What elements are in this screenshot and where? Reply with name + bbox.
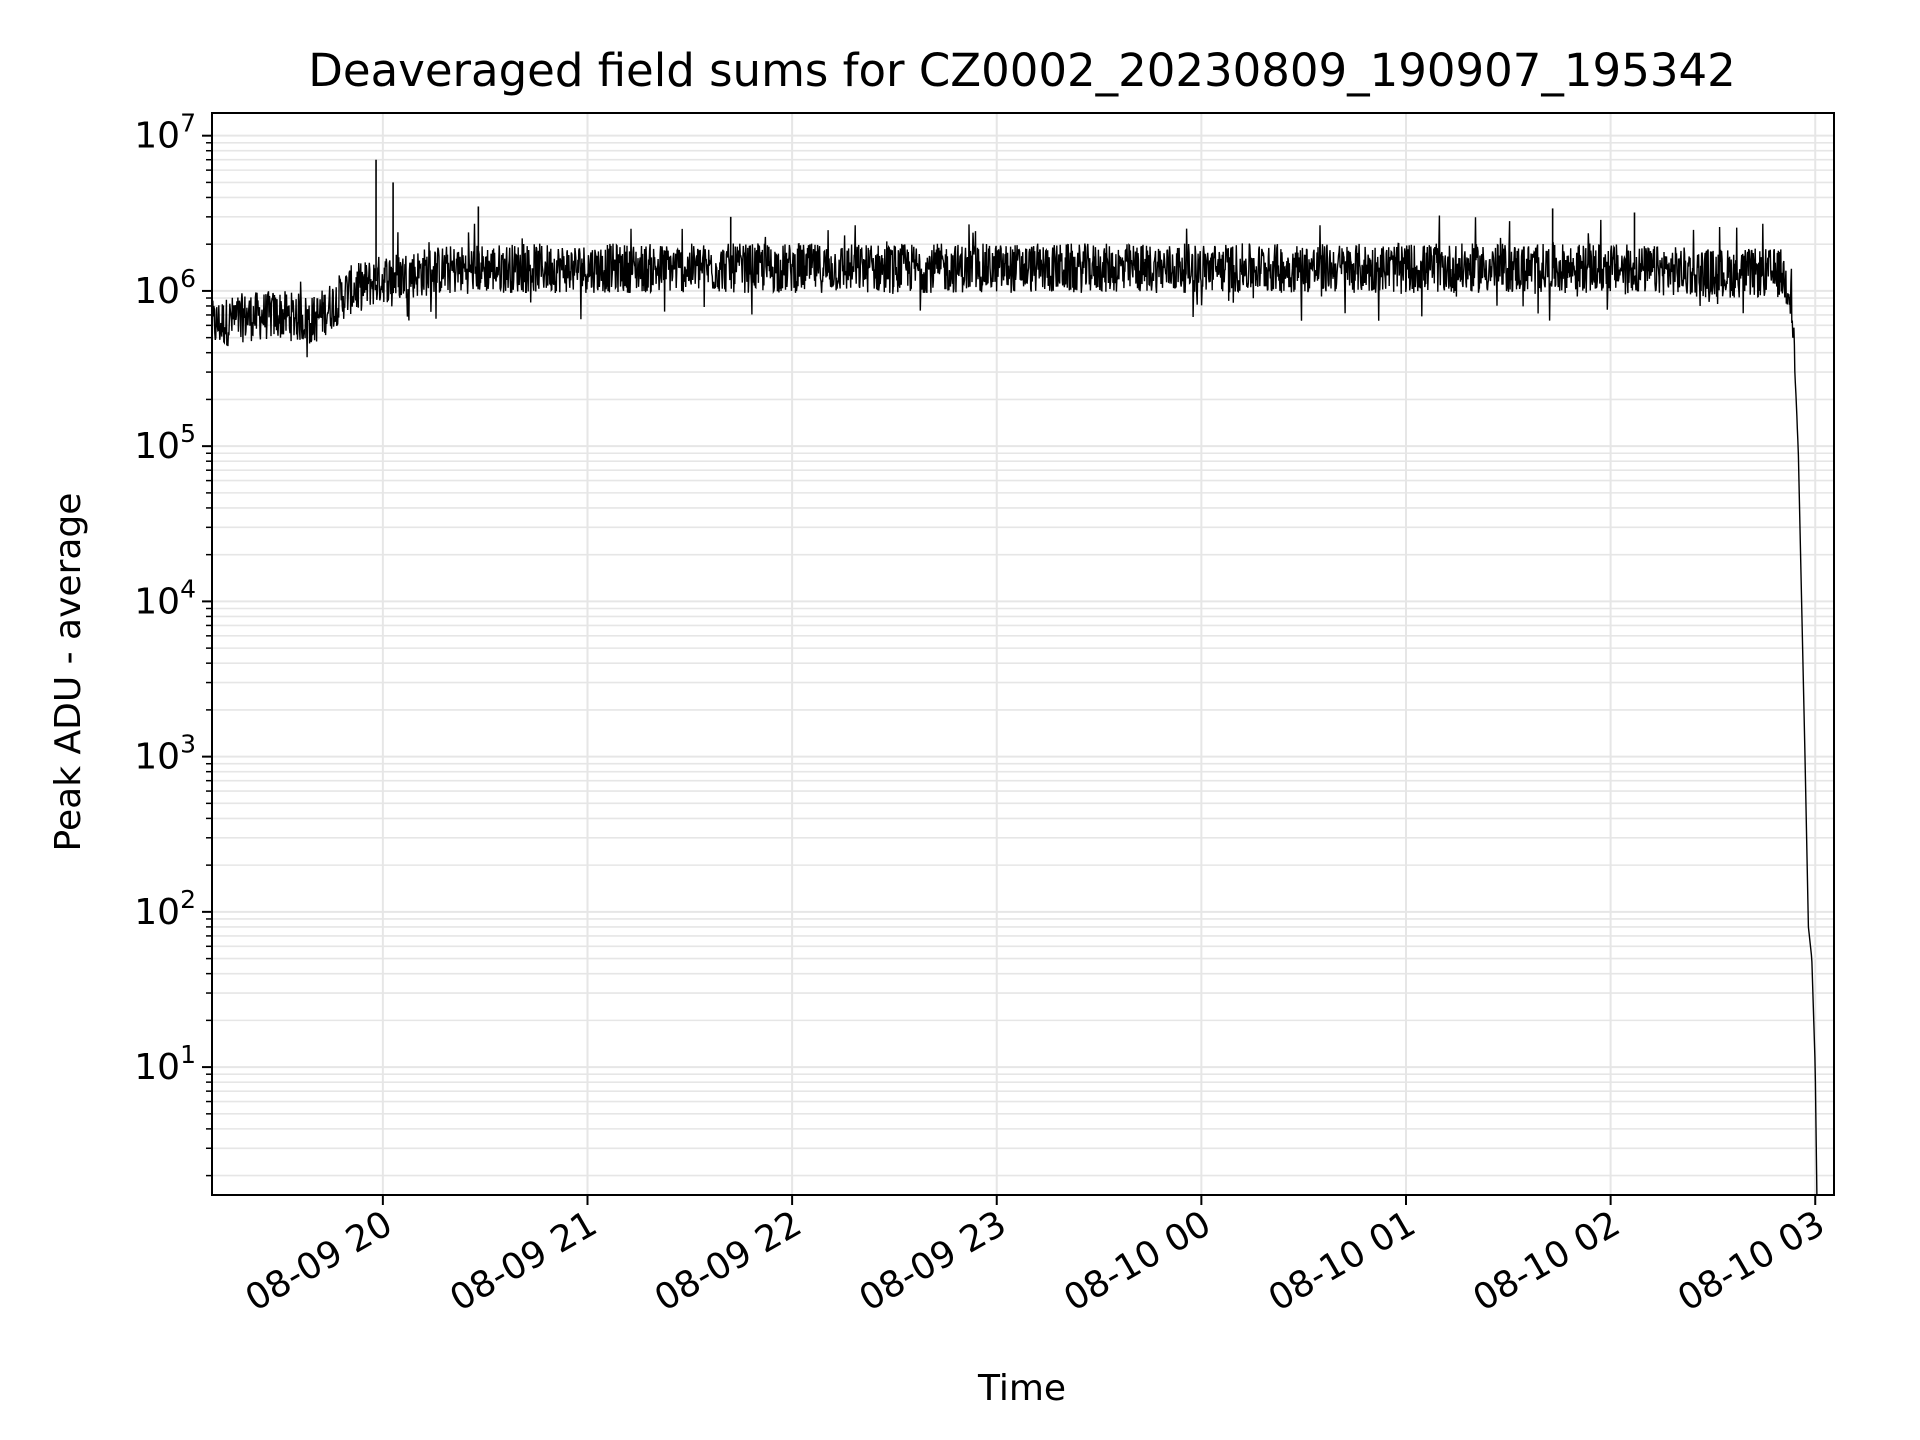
x-tick-label: 08-10 02	[1466, 1203, 1627, 1319]
y-tick-label: 107	[134, 109, 196, 157]
chart-title: Deaveraged field sums for CZ0002_2023080…	[308, 44, 1735, 97]
y-axis-label: Peak ADU - average	[48, 493, 89, 852]
x-tick-label: 08-10 03	[1671, 1203, 1832, 1319]
x-tick-label: 08-09 22	[648, 1203, 809, 1319]
y-tick-label: 101	[134, 1040, 196, 1088]
y-tick-label: 105	[134, 419, 196, 467]
plot-area-frame	[211, 112, 1835, 1196]
x-tick-label: 08-09 23	[853, 1203, 1014, 1319]
y-tick-label: 103	[134, 730, 196, 778]
x-axis-label: Time	[977, 1368, 1066, 1409]
y-tick-label: 102	[134, 885, 196, 933]
series-path	[211, 215, 1818, 1196]
grid-lines	[212, 113, 1834, 1195]
x-tick-label: 08-09 21	[443, 1203, 604, 1319]
x-tick-label: 08-09 20	[239, 1203, 400, 1319]
y-tick-label: 104	[134, 574, 196, 622]
x-tick-label: 08-10 01	[1262, 1203, 1423, 1319]
y-tick-label: 106	[134, 264, 196, 312]
series-line	[211, 159, 1818, 1196]
x-tick-label: 08-10 00	[1057, 1203, 1218, 1319]
